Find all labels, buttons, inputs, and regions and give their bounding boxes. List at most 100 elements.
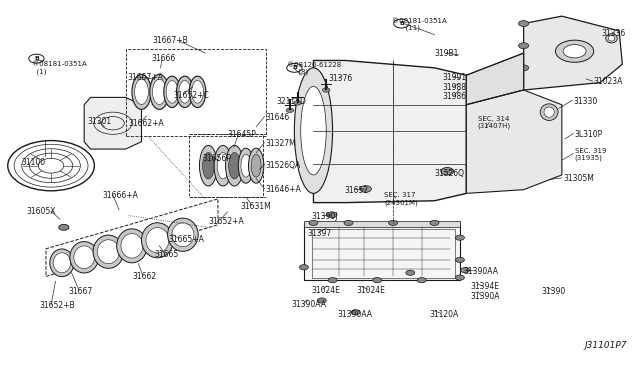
Ellipse shape bbox=[50, 249, 74, 277]
Text: 31991: 31991 bbox=[442, 73, 466, 81]
Text: 31390AA: 31390AA bbox=[338, 310, 372, 319]
Text: B: B bbox=[399, 21, 404, 26]
Circle shape bbox=[461, 267, 470, 273]
Ellipse shape bbox=[179, 81, 191, 103]
Text: 31390AA: 31390AA bbox=[464, 267, 499, 276]
Ellipse shape bbox=[225, 145, 243, 186]
Ellipse shape bbox=[93, 235, 124, 268]
Ellipse shape bbox=[121, 234, 143, 258]
Ellipse shape bbox=[301, 86, 326, 175]
Text: 31390AA: 31390AA bbox=[292, 300, 327, 310]
Text: 31646: 31646 bbox=[266, 113, 290, 122]
Text: 31667+B: 31667+B bbox=[152, 36, 188, 45]
Circle shape bbox=[286, 108, 294, 112]
Text: 31024E: 31024E bbox=[356, 286, 386, 295]
Ellipse shape bbox=[540, 104, 558, 121]
Circle shape bbox=[323, 88, 330, 92]
Text: 319B1: 319B1 bbox=[435, 49, 459, 58]
Text: 31390: 31390 bbox=[541, 287, 566, 296]
Text: SEC. 314
(31407H): SEC. 314 (31407H) bbox=[478, 116, 511, 129]
Text: 31024E: 31024E bbox=[311, 286, 340, 295]
Text: 31397: 31397 bbox=[307, 229, 332, 238]
Text: 31662: 31662 bbox=[132, 272, 156, 281]
Text: 31988: 31988 bbox=[442, 83, 466, 92]
Text: 31394E: 31394E bbox=[470, 282, 499, 291]
Ellipse shape bbox=[214, 145, 232, 186]
Circle shape bbox=[388, 220, 397, 225]
Circle shape bbox=[300, 264, 308, 270]
Text: SEC. 317
(24361M): SEC. 317 (24361M) bbox=[384, 192, 418, 206]
Text: 31667: 31667 bbox=[68, 287, 93, 296]
Text: 31652+A: 31652+A bbox=[209, 217, 244, 225]
Ellipse shape bbox=[150, 74, 169, 109]
Circle shape bbox=[430, 220, 439, 225]
Circle shape bbox=[406, 270, 415, 275]
Text: 31652: 31652 bbox=[344, 186, 368, 195]
Ellipse shape bbox=[606, 34, 617, 43]
Ellipse shape bbox=[238, 148, 253, 183]
Ellipse shape bbox=[53, 253, 70, 273]
Text: 31662+A: 31662+A bbox=[129, 119, 164, 128]
Text: 31645P: 31645P bbox=[227, 130, 257, 139]
Text: 31667+A: 31667+A bbox=[127, 73, 163, 81]
Ellipse shape bbox=[189, 76, 206, 108]
Circle shape bbox=[360, 186, 371, 192]
Circle shape bbox=[294, 101, 301, 105]
Ellipse shape bbox=[172, 223, 194, 247]
Ellipse shape bbox=[141, 223, 173, 258]
Circle shape bbox=[456, 257, 465, 262]
Text: 31526QA: 31526QA bbox=[266, 161, 301, 170]
Circle shape bbox=[351, 310, 360, 315]
Ellipse shape bbox=[70, 241, 99, 273]
Circle shape bbox=[518, 20, 529, 26]
Text: B: B bbox=[34, 56, 39, 61]
Circle shape bbox=[328, 278, 337, 283]
Circle shape bbox=[317, 298, 326, 303]
Circle shape bbox=[441, 167, 454, 175]
Text: SEC. 319
(31935): SEC. 319 (31935) bbox=[575, 148, 606, 161]
Ellipse shape bbox=[251, 154, 261, 177]
Ellipse shape bbox=[116, 229, 147, 263]
Circle shape bbox=[309, 220, 318, 225]
Ellipse shape bbox=[217, 153, 229, 179]
Ellipse shape bbox=[200, 145, 218, 186]
Text: B: B bbox=[292, 65, 297, 70]
Text: 31526Q: 31526Q bbox=[435, 169, 465, 177]
Text: 31305M: 31305M bbox=[563, 174, 594, 183]
Text: ®08181-0351A
      (11): ®08181-0351A (11) bbox=[392, 17, 447, 31]
Ellipse shape bbox=[166, 81, 178, 103]
Polygon shape bbox=[304, 223, 460, 280]
Text: 31665: 31665 bbox=[154, 250, 179, 259]
Ellipse shape bbox=[203, 153, 214, 179]
Ellipse shape bbox=[97, 240, 120, 264]
Polygon shape bbox=[524, 16, 622, 90]
Ellipse shape bbox=[146, 228, 169, 253]
Polygon shape bbox=[314, 61, 467, 203]
Text: 31646+A: 31646+A bbox=[266, 185, 301, 194]
Circle shape bbox=[518, 65, 529, 71]
Ellipse shape bbox=[168, 218, 198, 251]
Text: 31631M: 31631M bbox=[240, 202, 271, 211]
Text: J31101P7: J31101P7 bbox=[584, 341, 627, 350]
Text: 31301: 31301 bbox=[88, 117, 111, 126]
Ellipse shape bbox=[248, 148, 264, 183]
Text: 31100: 31100 bbox=[22, 157, 46, 167]
Text: 31656P: 31656P bbox=[202, 154, 231, 163]
Text: 31330: 31330 bbox=[573, 97, 598, 106]
Text: ®08120-61228
     (8): ®08120-61228 (8) bbox=[287, 62, 341, 76]
Text: 31390J: 31390J bbox=[311, 212, 337, 221]
Ellipse shape bbox=[191, 81, 204, 103]
Text: 31390A: 31390A bbox=[470, 292, 500, 301]
Circle shape bbox=[327, 212, 337, 218]
Ellipse shape bbox=[74, 246, 95, 269]
Text: 31376: 31376 bbox=[328, 74, 353, 83]
Circle shape bbox=[417, 278, 426, 283]
Circle shape bbox=[372, 278, 381, 283]
Text: 31605X: 31605X bbox=[27, 207, 56, 217]
Circle shape bbox=[456, 275, 465, 280]
Circle shape bbox=[59, 224, 69, 230]
Text: 31023A: 31023A bbox=[594, 77, 623, 86]
FancyBboxPatch shape bbox=[304, 221, 460, 227]
Text: 31120A: 31120A bbox=[429, 310, 459, 319]
Text: 31986: 31986 bbox=[442, 92, 466, 101]
